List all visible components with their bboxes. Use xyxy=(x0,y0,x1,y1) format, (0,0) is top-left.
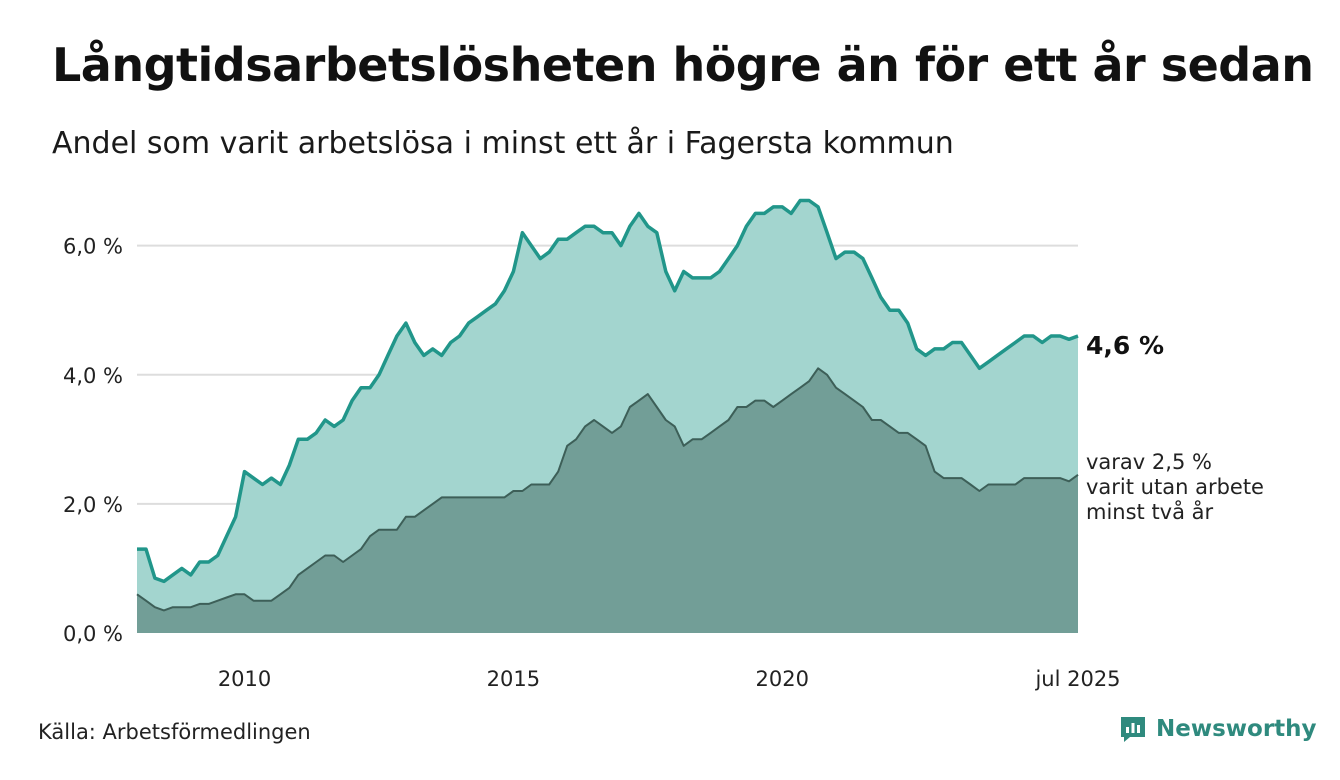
y-tick-label: 0,0 % xyxy=(63,622,123,646)
y-axis-ticks: 0,0 % 2,0 % 4,0 % 6,0 % xyxy=(63,235,123,646)
series-line-main xyxy=(137,198,1079,584)
newsworthy-logo-icon xyxy=(1121,717,1145,742)
x-tick-label: jul 2025 xyxy=(1034,667,1120,691)
source-note: Källa: Arbetsförmedlingen xyxy=(38,720,311,744)
series-areas xyxy=(136,198,1079,633)
x-tick-label: 2010 xyxy=(218,667,271,691)
brand-logo[interactable]: Newsworthy xyxy=(1118,714,1317,744)
end-label-sub-line2: varit utan arbete xyxy=(1086,475,1264,499)
y-tick-label: 4,0 % xyxy=(63,364,123,388)
end-labels: 4,6 % varav 2,5 % varit utan arbete mins… xyxy=(1086,331,1264,524)
y-tick-label: 2,0 % xyxy=(63,493,123,517)
end-label-sub-line1: varav 2,5 % xyxy=(1086,450,1212,474)
end-label-main: 4,6 % xyxy=(1086,331,1164,360)
chart-subtitle: Andel som varit arbetslösa i minst ett å… xyxy=(52,126,954,161)
x-axis-ticks: 2010 2015 2020 jul 2025 xyxy=(218,667,1121,691)
chart-title: Långtidsarbetslösheten högre än för ett … xyxy=(52,38,1314,92)
y-tick-label: 6,0 % xyxy=(63,235,123,259)
series-area-sub xyxy=(137,368,1078,633)
x-tick-label: 2020 xyxy=(756,667,809,691)
x-tick-label: 2015 xyxy=(487,667,540,691)
brand-name: Newsworthy xyxy=(1156,716,1317,742)
end-label-sub-line3: minst två år xyxy=(1086,499,1214,524)
series-line-sub xyxy=(136,367,1079,612)
